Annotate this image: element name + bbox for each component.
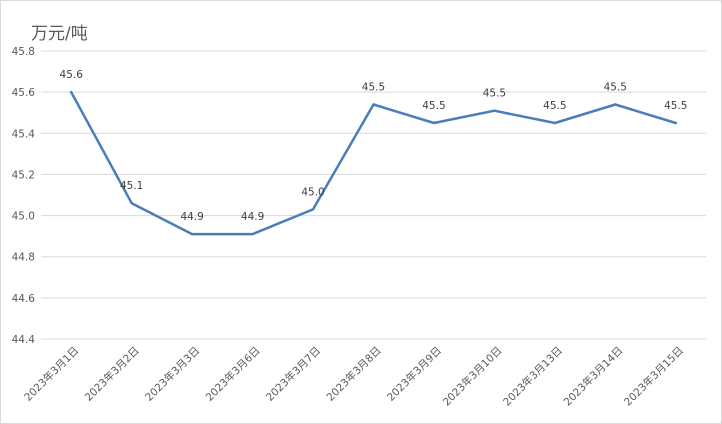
data-label: 45.0 xyxy=(301,186,324,198)
y-tick-label: 45.8 xyxy=(12,46,35,58)
data-label: 45.5 xyxy=(422,100,445,112)
series-line xyxy=(69,90,678,236)
data-point xyxy=(614,103,617,106)
x-tick-label: 2023年3月8日 xyxy=(324,344,384,404)
data-point xyxy=(432,121,436,125)
y-tick-label: 44.8 xyxy=(12,252,35,264)
x-tick-label: 2023年3月13日 xyxy=(500,344,565,409)
data-label: 44.9 xyxy=(180,211,203,223)
data-point xyxy=(70,90,73,94)
x-tick-label: 2023年3月1日 xyxy=(22,344,82,404)
data-point xyxy=(130,202,133,205)
x-tick-label: 2023年3月3日 xyxy=(142,344,202,404)
x-tick-label: 2023年3月7日 xyxy=(263,344,323,404)
data-point xyxy=(372,103,375,106)
data-point xyxy=(190,232,194,236)
x-tick-label: 2023年3月10日 xyxy=(440,344,505,409)
y-tick-label: 45.0 xyxy=(12,211,35,223)
data-label: 45.5 xyxy=(543,100,566,112)
data-point xyxy=(251,232,254,236)
data-label: 45.5 xyxy=(604,81,627,93)
y-tick-label: 45.2 xyxy=(12,169,35,181)
x-tick-label: 2023年3月2日 xyxy=(82,344,142,404)
x-tick-label: 2023年3月15日 xyxy=(621,344,686,409)
data-label: 45.5 xyxy=(362,81,385,93)
data-point xyxy=(674,121,677,125)
x-tick-label: 2023年3月6日 xyxy=(203,344,263,404)
y-tick-label: 44.6 xyxy=(12,293,36,305)
x-tick-label: 2023年3月14日 xyxy=(561,344,626,409)
x-tick-label: 2023年3月9日 xyxy=(384,344,444,404)
y-tick-label: 45.6 xyxy=(12,87,36,99)
data-point xyxy=(553,121,557,125)
y-unit-label: 万元/吨 xyxy=(31,24,88,44)
data-point xyxy=(311,208,315,211)
data-label: 45.5 xyxy=(483,88,506,100)
y-tick-label: 44.4 xyxy=(12,334,36,346)
data-label: 44.9 xyxy=(241,211,264,223)
data-label: 45.5 xyxy=(664,100,687,112)
data-label: 45.1 xyxy=(120,180,143,192)
y-tick-label: 45.4 xyxy=(12,128,36,140)
data-point xyxy=(493,109,496,112)
data-label: 45.6 xyxy=(60,69,84,81)
